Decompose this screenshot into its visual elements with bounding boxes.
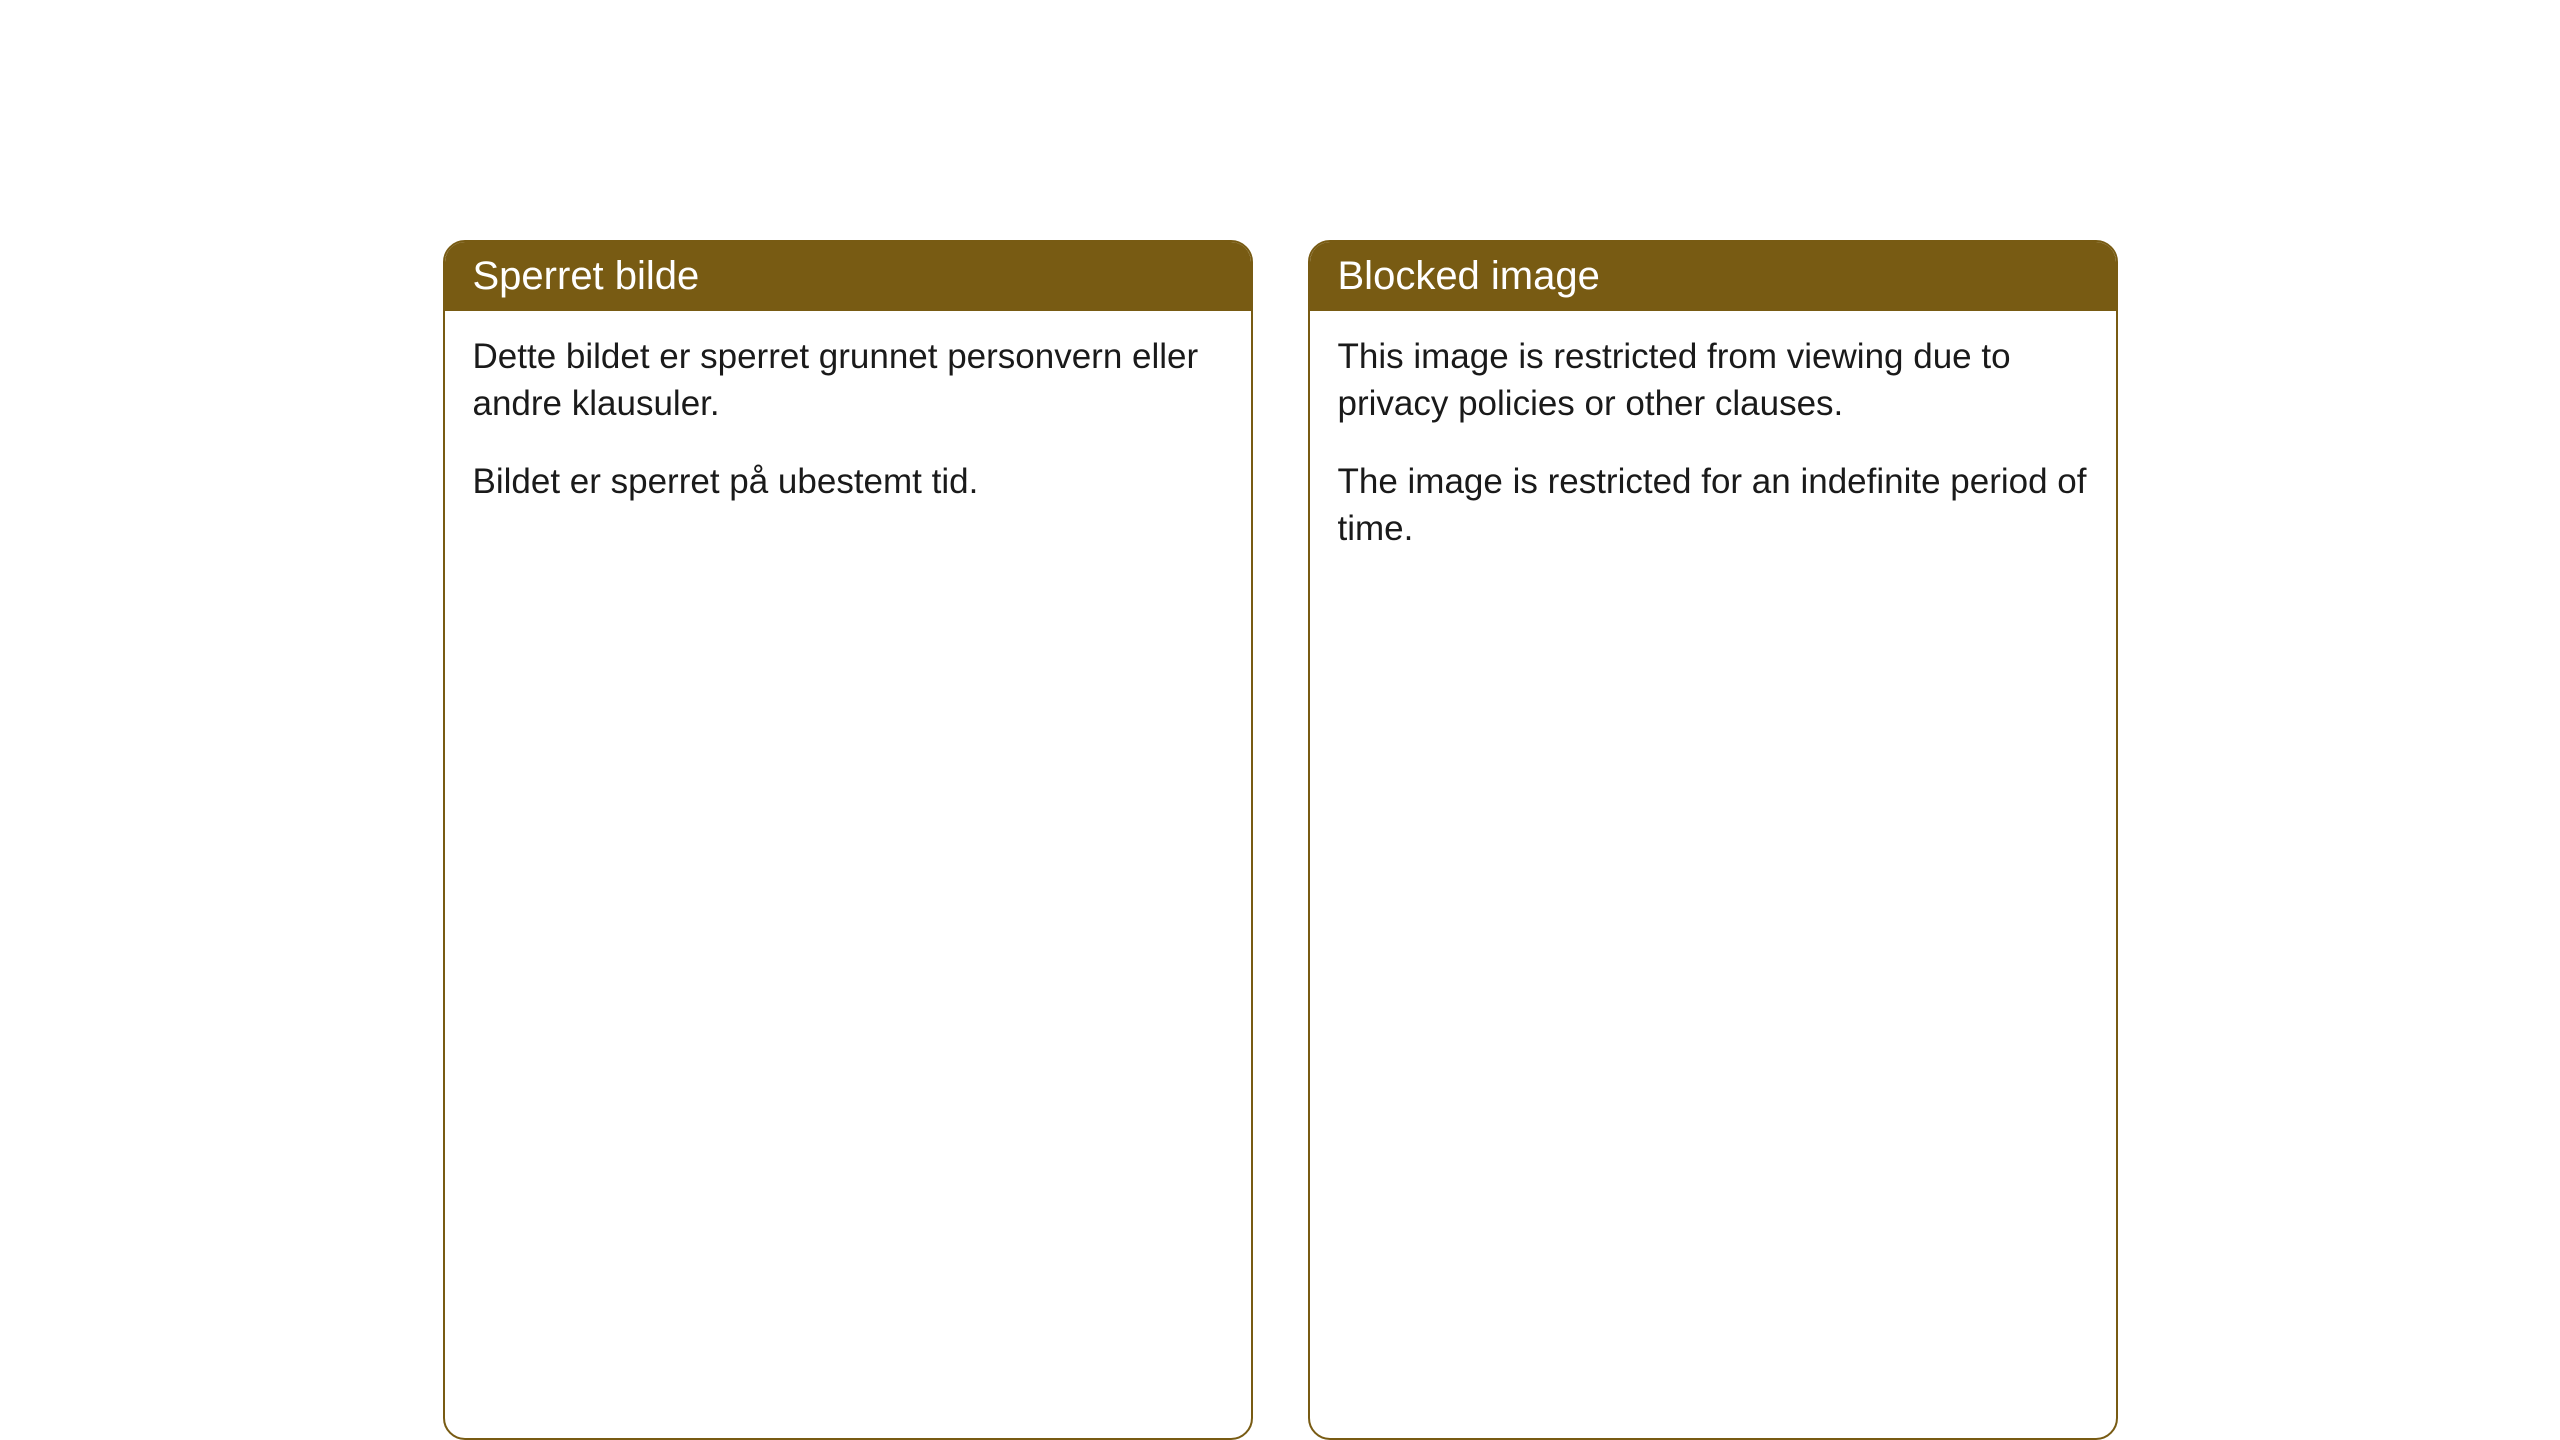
card-header-english: Blocked image [1310,242,2116,311]
card-english: Blocked image This image is restricted f… [1308,240,2118,1440]
cards-container: Sperret bilde Dette bildet er sperret gr… [443,240,2118,1440]
card-body-english: This image is restricted from viewing du… [1310,311,2116,602]
card-paragraph-1-norwegian: Dette bildet er sperret grunnet personve… [473,333,1223,428]
card-norwegian: Sperret bilde Dette bildet er sperret gr… [443,240,1253,1440]
card-header-norwegian: Sperret bilde [445,242,1251,311]
card-paragraph-2-norwegian: Bildet er sperret på ubestemt tid. [473,458,1223,505]
card-paragraph-1-english: This image is restricted from viewing du… [1338,333,2088,428]
card-body-norwegian: Dette bildet er sperret grunnet personve… [445,311,1251,555]
card-paragraph-2-english: The image is restricted for an indefinit… [1338,458,2088,553]
